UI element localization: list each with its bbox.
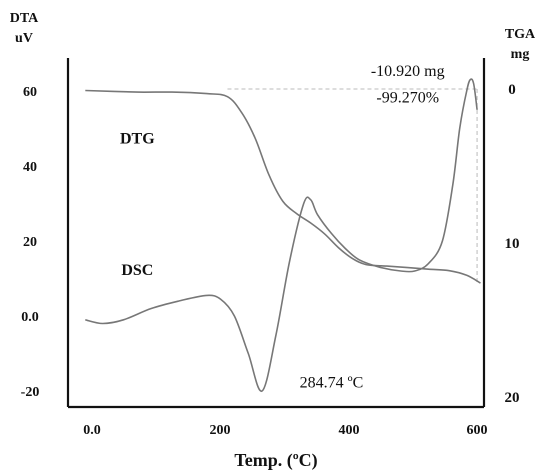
right-axis-label: TGA: [505, 27, 536, 42]
x-axis-label: Temp. (ºC): [234, 450, 317, 471]
y-right-tick-label: 10: [505, 236, 520, 252]
tick-labels: 0.0 200 400 600 60 40 20 0.0 -20 0 10 20: [21, 82, 520, 438]
series-label-dsc: DSC: [121, 262, 153, 279]
x-tick-label: 600: [467, 423, 488, 438]
right-axis-label: mg: [511, 47, 530, 62]
series-label-dtg: DTG: [120, 131, 155, 148]
y-left-tick-label: 20: [23, 235, 37, 250]
left-axis-label: uV: [15, 31, 33, 46]
y-left-tick-label: 40: [23, 160, 37, 175]
y-right-tick-label: 20: [505, 390, 520, 406]
x-tick-label: 200: [210, 423, 231, 438]
annotations: DTG DSC -10.920 mg -99.270% 284.74 ºC: [120, 63, 445, 391]
annotation-text: -99.270%: [376, 89, 439, 106]
annotation-text: 284.74 ºC: [300, 374, 364, 391]
x-tick-label: 400: [339, 423, 360, 438]
left-axis-label: DTA: [10, 11, 39, 26]
plot-lines: [85, 78, 481, 392]
y-left-tick-label: -20: [21, 385, 40, 400]
axis-labels: DTA uV TGA mg Temp. (ºC): [10, 11, 536, 471]
annotation-text: -10.920 mg: [371, 63, 445, 80]
y-right-tick-label: 0: [508, 82, 516, 98]
y-left-tick-label: 60: [23, 85, 37, 100]
y-left-tick-label: 0.0: [21, 310, 39, 325]
series-line-dsc: [85, 78, 478, 392]
x-tick-label: 0.0: [83, 423, 101, 438]
plot-frame: [66, 58, 486, 409]
